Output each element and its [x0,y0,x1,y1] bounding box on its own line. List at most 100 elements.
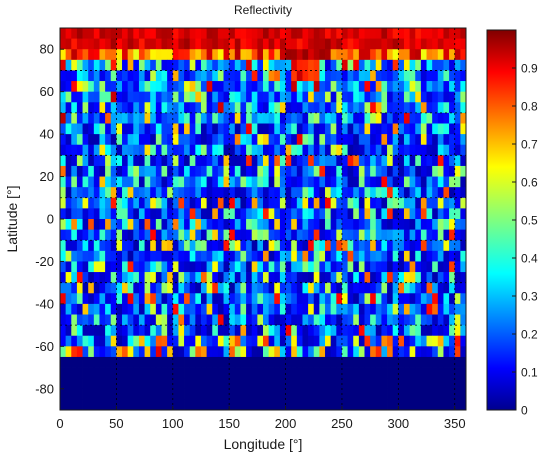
heatmap-cell [454,208,461,220]
heatmap-cell [302,38,309,50]
heatmap-cell [246,314,253,326]
heatmap-cell [138,70,145,82]
heatmap-cell [155,91,162,103]
heatmap-cell [347,81,354,93]
heatmap-cell [76,165,83,177]
heatmap-cell [178,197,185,209]
heatmap-cell [172,335,179,347]
heatmap-cell [263,208,270,220]
heatmap-cell [167,134,174,146]
heatmap-cell [105,282,112,294]
heatmap-cell [138,144,145,156]
heatmap-cell [308,38,315,50]
heatmap-cell [330,59,337,71]
heatmap-cell [336,272,343,284]
heatmap-cell [223,314,230,326]
heatmap-cell [223,388,230,400]
heatmap-cell [279,176,286,188]
heatmap-cell [319,81,326,93]
heatmap-cell [99,272,106,284]
heatmap-cell [138,314,145,326]
heatmap-cell [184,399,191,411]
heatmap-cell [364,388,371,400]
heatmap-cell [263,272,270,284]
heatmap-cell [257,240,264,252]
heatmap-cell [155,399,162,411]
heatmap-cell [99,346,106,358]
heatmap-cell [291,219,298,231]
heatmap-cell [189,282,196,294]
heatmap-cell [217,28,224,40]
heatmap-cell [392,335,399,347]
heatmap-cell [257,197,264,209]
heatmap-cell [189,229,196,241]
heatmap-cell [341,356,348,368]
heatmap-cell [155,112,162,124]
heatmap-cell [133,91,140,103]
heatmap-cell [229,346,236,358]
heatmap-cell [370,123,377,135]
heatmap-cell [229,261,236,273]
heatmap-cell [291,325,298,337]
heatmap-cell [161,219,168,231]
heatmap-cell [195,59,202,71]
heatmap-cell [449,176,456,188]
heatmap-cell [212,91,219,103]
heatmap-cell [392,378,399,390]
heatmap-cell [437,325,444,337]
heatmap-cell [274,144,281,156]
heatmap-cell [223,250,230,262]
heatmap-cell [206,28,213,40]
heatmap-cell [437,250,444,262]
heatmap-cell [364,123,371,135]
heatmap-cell [313,272,320,284]
heatmap-cell [308,197,315,209]
heatmap-cell [364,28,371,40]
heatmap-cell [347,102,354,114]
heatmap-cell [409,81,416,93]
heatmap-cell [116,49,123,61]
heatmap-cell [178,325,185,337]
heatmap-cell [347,399,354,411]
heatmap-cell [82,346,89,358]
heatmap-cell [116,155,123,167]
heatmap-cell [347,378,354,390]
heatmap-cell [82,229,89,241]
heatmap-cell [76,208,83,220]
heatmap-cell [184,282,191,294]
heatmap-cell [353,91,360,103]
heatmap-cell [375,49,382,61]
heatmap-cell [189,144,196,156]
heatmap-cell [206,261,213,273]
heatmap-cell [268,378,275,390]
heatmap-cell [409,208,416,220]
heatmap-cell [364,70,371,82]
heatmap-cell [454,28,461,40]
heatmap-cell [330,134,337,146]
heatmap-cell [246,335,253,347]
heatmap-cell [195,91,202,103]
heatmap-cell [420,28,427,40]
heatmap-cell [319,367,326,379]
heatmap-cell [195,261,202,273]
heatmap-cell [313,229,320,241]
heatmap-cell [336,250,343,262]
heatmap-cell [285,81,292,93]
heatmap-cell [437,208,444,220]
heatmap-cell [415,367,422,379]
heatmap-cell [60,378,67,390]
heatmap-cell [167,240,174,252]
heatmap-cell [184,346,191,358]
heatmap-cell [144,314,151,326]
heatmap-cell [155,293,162,305]
heatmap-cell [291,314,298,326]
x-tick-label: 350 [444,416,466,431]
heatmap-cell [279,261,286,273]
heatmap-cell [195,367,202,379]
heatmap-cell [212,123,219,135]
heatmap-cell [206,229,213,241]
heatmap-cell [268,272,275,284]
heatmap-cell [279,144,286,156]
heatmap-cell [60,38,67,50]
heatmap-cell [257,335,264,347]
